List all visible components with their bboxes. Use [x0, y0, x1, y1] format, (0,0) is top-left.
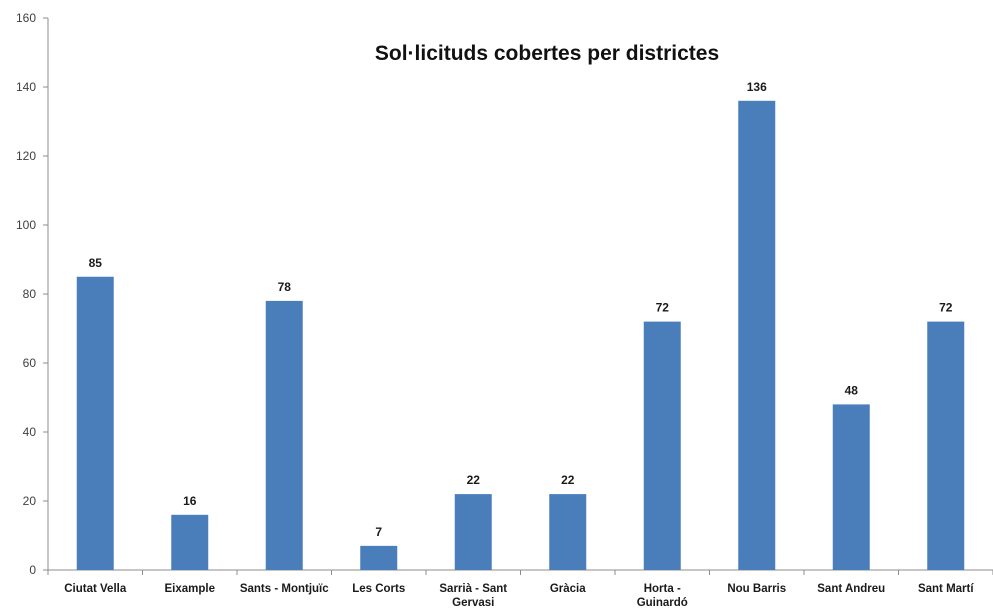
y-tick-label: 100: [16, 218, 36, 232]
bar: [76, 276, 114, 570]
x-category-label: Gervasi: [452, 597, 494, 609]
y-tick-label: 60: [23, 356, 37, 370]
bar: [171, 514, 209, 570]
y-tick-label: 40: [23, 425, 37, 439]
data-label: 7: [375, 525, 382, 539]
y-tick-label: 0: [29, 563, 36, 577]
data-label: 85: [89, 256, 103, 270]
y-tick-label: 120: [16, 149, 36, 163]
data-label: 22: [561, 473, 575, 487]
x-category-label: Sant Martí: [918, 583, 974, 595]
data-label: 22: [467, 473, 481, 487]
bar: [738, 100, 776, 571]
bars: [76, 100, 965, 571]
x-category-label: Sants - Montjuïc: [240, 583, 329, 595]
data-label: 16: [183, 494, 197, 508]
x-axis: Ciutat Vella Eixample Sants - Montjuïc Les …: [47, 569, 993, 609]
data-label: 78: [278, 280, 292, 294]
bar: [927, 321, 965, 570]
data-label: 72: [656, 301, 670, 315]
bar: [832, 404, 870, 570]
bar: [360, 545, 398, 570]
data-label: 72: [939, 301, 953, 315]
x-category-label: Sant Andreu: [817, 583, 885, 595]
x-category-label: Gràcia: [550, 583, 586, 595]
data-label: 48: [845, 383, 859, 397]
y-axis: 0 20 40 60 80 100 120 140 160: [16, 11, 49, 577]
x-category-label: Sarrià - Sant: [439, 583, 507, 595]
x-category-label: Ciutat Vella: [64, 583, 127, 595]
chart-title: Sol·licituds cobertes per districtes: [375, 42, 719, 65]
bar: [643, 321, 681, 570]
x-category-label: Eixample: [165, 583, 216, 595]
x-category-label: Les Corts: [352, 583, 405, 595]
x-category-label: Horta -: [644, 583, 681, 595]
x-category-label: Nou Barris: [727, 583, 786, 595]
data-labels: 85 16 78 7 22 22 72 136 48 72: [89, 80, 953, 539]
bar: [265, 300, 303, 570]
x-category-label: Guinardó: [637, 597, 688, 609]
y-tick-label: 80: [23, 287, 37, 301]
bar: [549, 494, 587, 570]
y-tick-label: 20: [23, 494, 37, 508]
y-tick-label: 140: [16, 80, 36, 94]
bar: [454, 494, 492, 570]
data-label: 136: [747, 80, 767, 94]
y-tick-label: 160: [16, 11, 36, 25]
